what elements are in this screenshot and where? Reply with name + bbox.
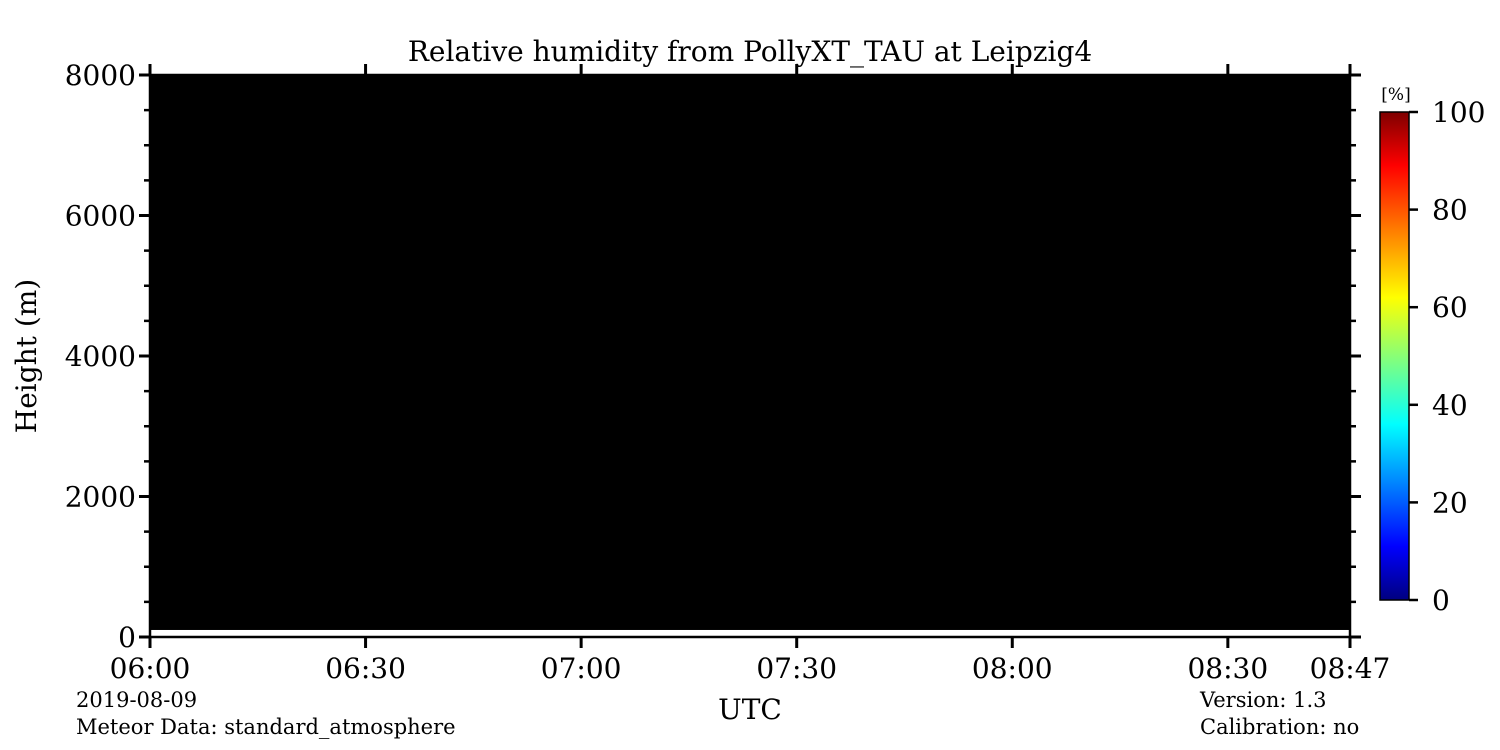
y-axis: 0 2000 4000 6000 8000 [65,59,1361,654]
x-tick-label: 08:30 [1187,652,1268,685]
x-tick-label: 07:00 [541,652,622,685]
y-tick-label: 6000 [65,200,136,233]
colorbar-ticks: 0 20 40 60 80 100 [1409,96,1485,617]
footer-date: 2019-08-09 [76,688,197,712]
footer-calibration: Calibration: no [1200,715,1359,739]
x-tick-label: 08:00 [972,652,1053,685]
colorbar-tick-label: 100 [1432,96,1485,129]
x-tick-label: 06:00 [110,652,191,685]
colorbar-tick-label: 0 [1432,584,1450,617]
colorbar [1379,111,1410,601]
y-tick-label: 2000 [65,481,136,514]
y-tick-label: 0 [118,621,136,654]
x-axis-label: UTC [718,693,782,726]
humidity-heatmap-fill [150,75,1350,630]
chart-title: Relative humidity from PollyXT_TAU at Le… [408,35,1092,68]
colorbar-tick-label: 60 [1432,291,1468,324]
y-axis-label: Height (m) [10,279,43,433]
y-tick-label: 4000 [65,340,136,373]
colorbar-tick-label: 40 [1432,389,1468,422]
x-axis: 06:00 06:30 07:00 07:30 08:00 08:30 08:47 [110,64,1391,685]
colorbar-label: [%] [1381,85,1410,105]
x-tick-label: 06:30 [325,652,406,685]
x-tick-label: 08:47 [1310,652,1391,685]
colorbar-tick-label: 80 [1432,194,1468,227]
footer-version: Version: 1.3 [1199,688,1327,712]
x-tick-label: 07:30 [756,652,837,685]
y-tick-label: 8000 [65,59,136,92]
footer-meteor-data: Meteor Data: standard_atmosphere [76,715,456,739]
colorbar-tick-label: 20 [1432,486,1468,519]
